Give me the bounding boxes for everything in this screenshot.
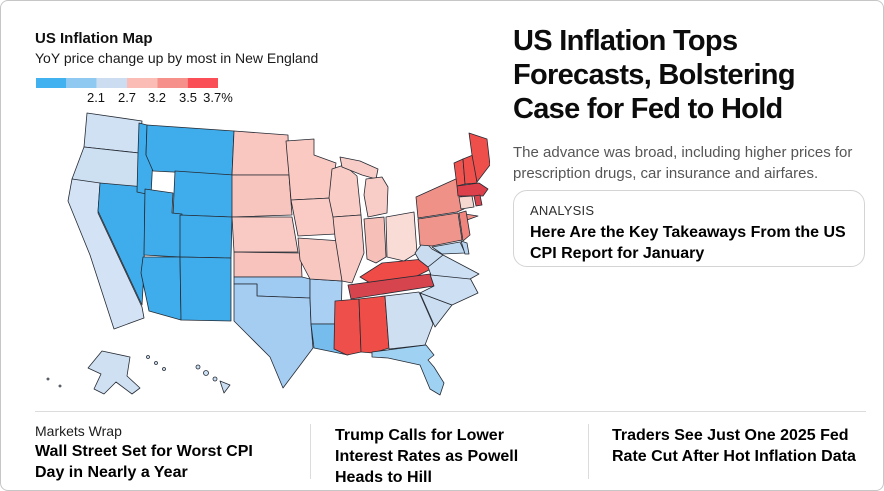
state-az — [140, 256, 182, 321]
related-story-2[interactable]: Trump Calls for Lower Interest Rates as … — [335, 425, 540, 488]
related-story-1-eyebrow: Markets Wrap — [35, 423, 122, 439]
state-hi-island — [195, 364, 201, 370]
legend-swatch-2 — [96, 78, 127, 88]
state-ak-aleutian — [46, 377, 50, 381]
state-il — [332, 214, 365, 284]
state-me — [468, 132, 490, 183]
state-wy — [172, 170, 235, 218]
state-de — [460, 240, 470, 255]
legend-color-bar — [36, 78, 218, 88]
state-ms — [333, 298, 362, 356]
state-ut — [143, 188, 183, 258]
legend-label-4: 3.7% — [203, 90, 233, 105]
state-pa — [417, 212, 463, 247]
state-in — [363, 216, 387, 264]
state-ak-island — [146, 355, 150, 359]
map-subtitle: YoY price change up by most in New Engla… — [35, 50, 319, 66]
related-story-3-title[interactable]: Traders See Just One 2025 Fed Rate Cut A… — [612, 427, 856, 465]
legend-label-3: 3.5 — [178, 90, 198, 105]
state-mi — [363, 176, 389, 218]
analysis-title[interactable]: Here Are the Key Takeaways From the US C… — [530, 224, 846, 262]
state-wa — [83, 112, 143, 154]
state-al — [358, 295, 390, 354]
state-ga — [384, 291, 434, 350]
state-ny — [415, 177, 465, 219]
legend-swatch-3 — [127, 78, 158, 88]
analysis-eyebrow: ANALYSIS — [530, 203, 595, 218]
legend-swatch-5 — [187, 78, 218, 88]
state-ak-island — [162, 367, 166, 371]
state-hi-island — [212, 376, 218, 382]
state-ak-island — [154, 361, 158, 365]
map-title: US Inflation Map — [35, 30, 153, 47]
related-column-divider-1 — [310, 424, 311, 479]
legend-swatch-1 — [66, 78, 97, 88]
state-oh — [385, 211, 418, 262]
related-story-1-title[interactable]: Wall Street Set for Worst CPI Day in Nea… — [35, 443, 253, 481]
state-ct — [458, 195, 475, 210]
state-ak — [87, 350, 141, 395]
related-story-2-title[interactable]: Trump Calls for Lower Interest Rates as … — [335, 427, 519, 486]
state-ne — [231, 216, 299, 253]
state-mt — [145, 124, 235, 176]
state-ia — [290, 197, 337, 237]
related-story-1[interactable]: Markets Wrap Wall Street Set for Worst C… — [35, 423, 275, 483]
us-choropleth-map — [46, 112, 490, 396]
related-column-divider-2 — [588, 424, 589, 479]
state-nj — [458, 210, 471, 242]
state-mn — [285, 138, 337, 201]
main-headline[interactable]: US Inflation Tops Forecasts, Bolstering … — [513, 25, 796, 125]
legend-label-2: 3.2 — [147, 90, 167, 105]
state-ak-aleutian — [58, 384, 62, 388]
state-ri — [473, 194, 483, 207]
legend-labels: 2.1 2.7 3.2 3.5 3.7% — [36, 90, 233, 106]
related-divider — [35, 411, 866, 412]
state-sd — [231, 174, 293, 218]
legend-swatch-4 — [157, 78, 188, 88]
state-nm — [179, 256, 232, 322]
state-fl — [371, 344, 445, 396]
legend-label-0: 2.1 — [86, 90, 106, 105]
state-tx — [233, 283, 314, 389]
analysis-card[interactable]: ANALYSIS Here Are the Key Takeaways From… — [513, 190, 865, 267]
related-story-3[interactable]: Traders See Just One 2025 Fed Rate Cut A… — [612, 425, 876, 467]
legend-swatch-0 — [36, 78, 67, 88]
state-hi-island — [203, 370, 209, 376]
state-ks — [233, 251, 303, 278]
state-co — [179, 214, 233, 259]
headline-deck: The advance was broad, including higher … — [513, 144, 853, 182]
state-nd — [231, 130, 290, 176]
legend-label-1: 2.7 — [117, 90, 137, 105]
state-ma — [456, 182, 489, 197]
state-hi-big-island — [219, 380, 231, 394]
